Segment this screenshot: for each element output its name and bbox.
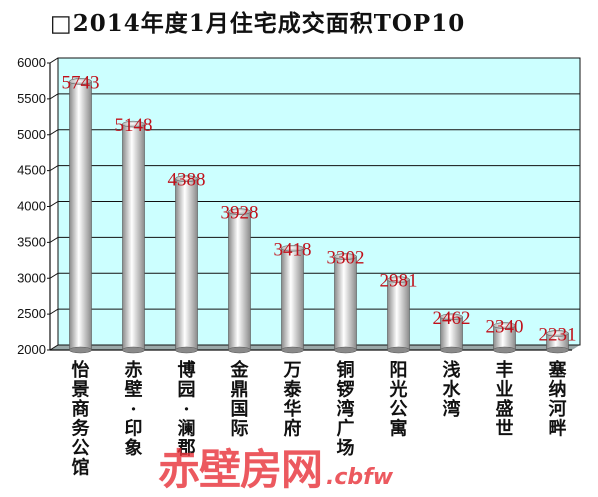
x-category-label: 丰业盛世 xyxy=(496,359,514,440)
bar-base xyxy=(228,346,251,354)
x-category-label: 铜锣湾广场 xyxy=(337,359,355,459)
x-category-label: 浅水湾 xyxy=(443,359,462,420)
data-label: 2340 xyxy=(486,317,524,338)
y-tick-label: 6000 xyxy=(17,55,46,70)
bar xyxy=(175,175,198,354)
bar-cap xyxy=(546,330,569,337)
bar xyxy=(122,120,145,354)
bar-body xyxy=(175,178,198,351)
data-label: 3302 xyxy=(327,248,365,269)
watermark-text-cn: 赤壁房网 xyxy=(158,445,323,494)
bar xyxy=(228,208,251,354)
bar-cap xyxy=(175,175,198,182)
y-tick-label: 5000 xyxy=(17,127,46,142)
data-labels: 5743 5148 4388 3928 3418 3302 2981 2462 2340 2231 xyxy=(62,72,577,345)
bar-cap xyxy=(440,313,463,321)
x-category-label: 阳光公寓 xyxy=(389,360,408,440)
gridline xyxy=(49,201,580,207)
y-tick-label: 4000 xyxy=(17,199,46,214)
bars xyxy=(69,78,569,354)
x-category-label: 金鼎国际 xyxy=(230,359,250,440)
bar-cap xyxy=(493,322,516,329)
bar-base xyxy=(69,346,92,354)
x-category-label: 赤壁·印象 xyxy=(125,360,143,459)
y-tick-label: 3500 xyxy=(17,234,46,249)
bar-body xyxy=(228,211,251,351)
bar-cap xyxy=(281,244,304,252)
bar-base xyxy=(122,346,145,354)
bar-base xyxy=(175,346,198,354)
x-category-label: 塞纳河畔 xyxy=(549,359,568,440)
watermark-text-en: .cbfw xyxy=(326,465,394,490)
y-tick-label: 2000 xyxy=(17,342,46,357)
data-label: 2462 xyxy=(433,308,471,329)
bar-body xyxy=(69,81,92,351)
gridline xyxy=(49,236,580,243)
bar xyxy=(69,78,92,354)
bar xyxy=(387,276,410,354)
bar-cap xyxy=(387,276,410,283)
bar xyxy=(334,253,357,354)
bar-base xyxy=(440,346,463,354)
bar xyxy=(546,330,569,354)
bar-body xyxy=(281,247,304,351)
y-tick-label: 2500 xyxy=(17,306,46,321)
bar-base xyxy=(334,346,357,354)
bar xyxy=(281,244,304,354)
bar-base xyxy=(387,346,410,354)
y-axis-ticks: 2000 2500 3000 3500 4000 4500 5000 5500 6000 xyxy=(17,55,50,357)
bar-cap xyxy=(228,208,251,215)
chart-title: □2014年度1月住宅成交面积TOP10 xyxy=(50,10,466,37)
bar-cap xyxy=(69,78,92,85)
y-tick-label: 5500 xyxy=(17,91,46,106)
bar xyxy=(440,313,463,354)
data-label: 3928 xyxy=(221,203,259,224)
bar-base xyxy=(493,346,516,354)
bar-cap xyxy=(122,120,145,128)
bar xyxy=(493,322,516,354)
y-tick-label: 4500 xyxy=(17,163,46,178)
x-category-label: 万泰华府 xyxy=(283,360,303,440)
y-tick-label: 3000 xyxy=(17,270,46,285)
bar-body xyxy=(122,123,145,351)
gridline xyxy=(49,93,580,100)
data-label: 3418 xyxy=(274,239,312,260)
x-axis-categories: 怡景商务公馆 赤壁·印象 博园·澜郡 金鼎国际 万泰华府 铜锣湾广场 阳光公寓 浅水湾 丰业盛世… xyxy=(72,359,568,479)
gridline xyxy=(49,272,580,279)
bar-base xyxy=(281,346,304,354)
watermark-logo: 赤壁房网 .cbfw xyxy=(158,436,393,497)
x-category-label: 怡景商务公馆 xyxy=(72,359,91,479)
gridline xyxy=(49,129,580,136)
gridline xyxy=(49,57,580,64)
gridline xyxy=(49,165,580,172)
data-label: 4388 xyxy=(168,170,206,191)
data-label: 5148 xyxy=(115,115,153,136)
bar-base xyxy=(546,346,569,354)
data-label: 2981 xyxy=(380,271,418,292)
bar-body xyxy=(334,256,357,351)
x-category-label: 博园·澜郡 xyxy=(177,359,196,459)
data-label: 2231 xyxy=(539,324,577,345)
bar-cap xyxy=(334,253,357,260)
data-label: 5743 xyxy=(62,72,100,93)
